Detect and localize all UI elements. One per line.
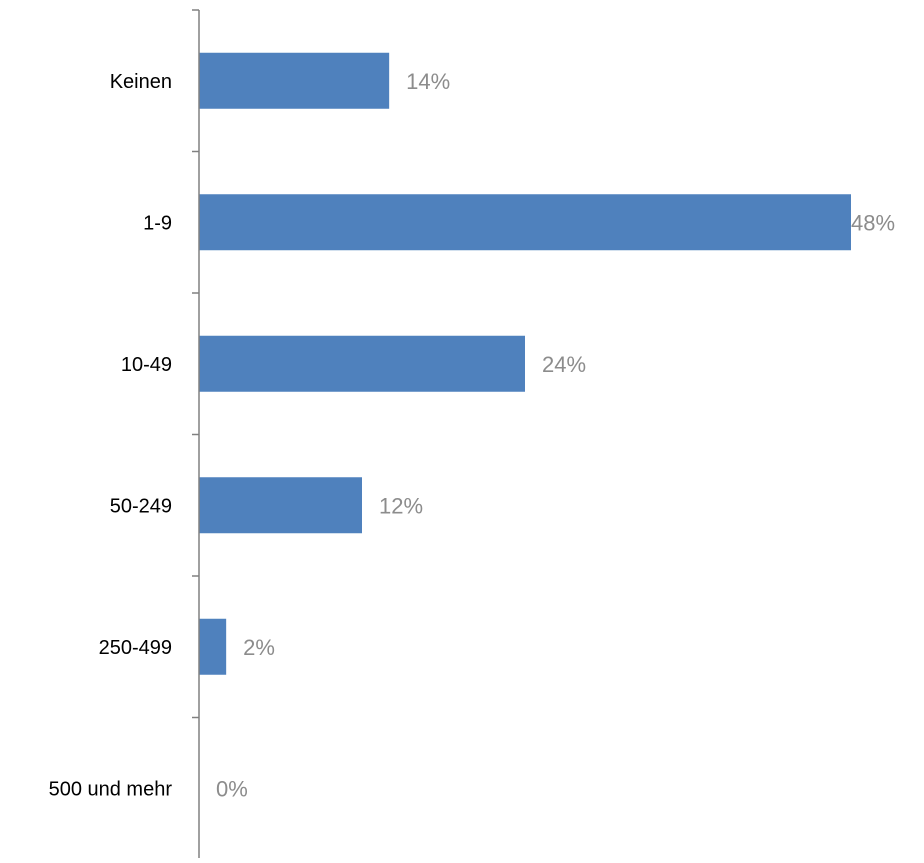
value-label: 2% bbox=[243, 635, 275, 660]
category-label: 500 und mehr bbox=[49, 778, 173, 800]
category-label: 1-9 bbox=[143, 212, 172, 234]
bar-3 bbox=[199, 477, 362, 534]
category-label: 10-49 bbox=[121, 354, 172, 376]
value-label: 12% bbox=[379, 493, 423, 518]
category-label: 250-499 bbox=[99, 637, 172, 659]
category-label: Keinen bbox=[110, 71, 172, 93]
bar-0 bbox=[199, 52, 390, 109]
value-label: 14% bbox=[406, 69, 450, 94]
bar-2 bbox=[199, 335, 525, 392]
category-label: 50-249 bbox=[110, 495, 172, 517]
bar-1 bbox=[199, 194, 851, 251]
value-label: 24% bbox=[542, 352, 586, 377]
value-label: 0% bbox=[216, 776, 248, 801]
category-axis bbox=[192, 9, 200, 858]
labels-group: Keinen 14% 1-9 48% 10-49 24% 50-249 12% 250-499 2… bbox=[49, 69, 895, 802]
bar-4 bbox=[199, 618, 227, 675]
value-label: 48% bbox=[851, 210, 895, 235]
bars-group bbox=[199, 52, 851, 675]
